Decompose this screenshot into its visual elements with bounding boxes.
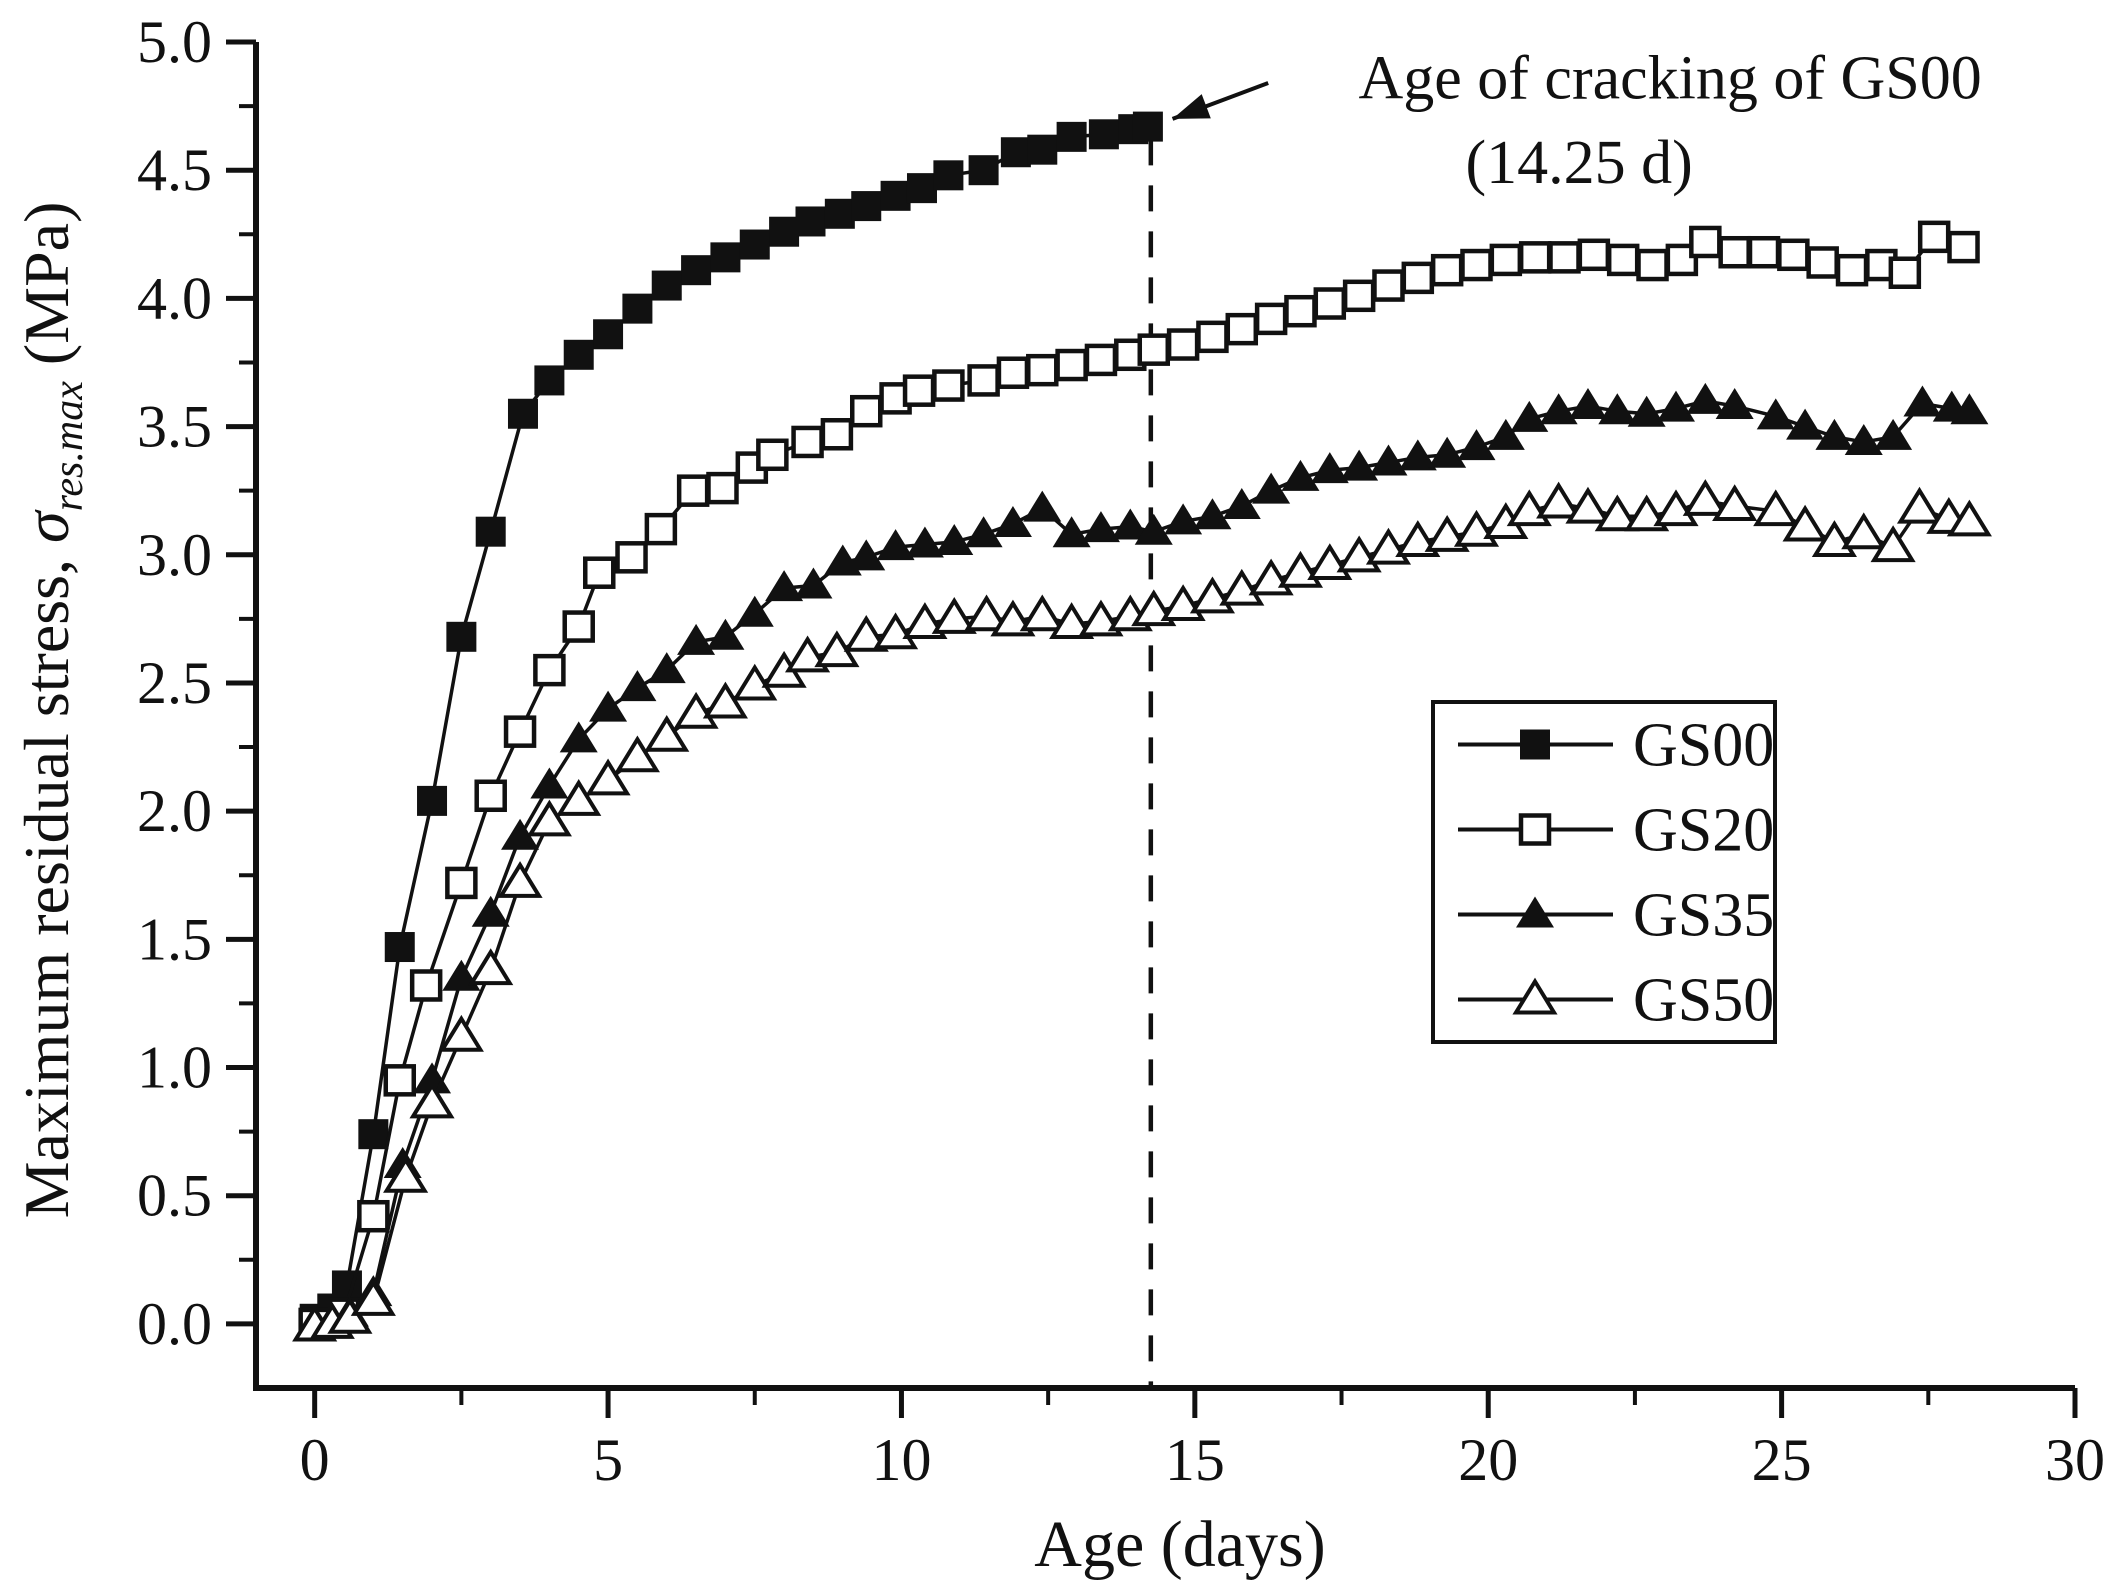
legend-label: GS00 — [1633, 712, 1774, 780]
y-tick-label: 2.0 — [137, 778, 212, 844]
y-tick-label: 0.5 — [137, 1163, 212, 1229]
y-axis-title: Maximum residual stress, σres.max (MPa) — [11, 202, 92, 1219]
legend-label: GS20 — [1633, 797, 1774, 865]
y-tick-label: 4.5 — [137, 137, 212, 203]
legend-entry-gs35: GS35 — [1458, 882, 1774, 950]
x-tick-label: 0 — [300, 1427, 330, 1493]
y-axis-title-subscript: res.max — [46, 381, 92, 512]
y-axis-title-prefix: Maximum residual stress, — [11, 543, 82, 1218]
x-tick-label: 15 — [1165, 1427, 1225, 1493]
y-tick-label: 4.0 — [137, 265, 212, 331]
x-tick-label: 20 — [1458, 1427, 1518, 1493]
x-tick-label: 25 — [1752, 1427, 1812, 1493]
y-tick-label: 1.0 — [137, 1035, 212, 1101]
annotation-text-line2: (14.25 d) — [1466, 129, 1693, 197]
legend-label: GS50 — [1633, 967, 1774, 1035]
axis-ticks — [226, 39, 2078, 1418]
y-tick-label: 3.0 — [137, 522, 212, 588]
legend-entry-gs00: GS00 — [1458, 712, 1774, 780]
x-tick-label: 30 — [2045, 1427, 2105, 1493]
legend-entry-gs50: GS50 — [1458, 967, 1774, 1035]
series-gs50 — [292, 479, 1992, 1342]
legend-label: GS35 — [1633, 882, 1774, 950]
x-tick-label: 10 — [871, 1427, 931, 1493]
y-tick-label: 3.5 — [137, 394, 212, 460]
data-series — [292, 111, 1992, 1342]
legend-entry-gs20: GS20 — [1458, 797, 1774, 865]
annotation-text-line1: Age of cracking of GS00 — [1358, 44, 1981, 112]
y-tick-label: 1.5 — [137, 906, 212, 972]
series-gs00 — [299, 111, 1163, 1334]
axis-tick-labels: 0 5 10 15 20 25 30 0.0 0.5 1.0 1.5 2.0 2.5 3.0 3.5 4.0 4… — [137, 9, 2105, 1493]
arrowhead-icon — [1172, 94, 1211, 119]
x-tick-label: 5 — [593, 1427, 623, 1493]
y-axis-title-suffix: (MPa) — [11, 202, 82, 382]
x-axis-title: Age (days) — [1034, 1508, 1325, 1581]
sigma-symbol: σ — [11, 509, 82, 543]
y-tick-label: 0.0 — [137, 1291, 212, 1357]
legend-box: GS00 GS20 GS35 GS50 — [1431, 700, 1777, 1044]
annotation-arrow — [1171, 81, 1269, 121]
y-tick-label: 2.5 — [137, 650, 212, 716]
y-tick-label: 5.0 — [137, 9, 212, 75]
